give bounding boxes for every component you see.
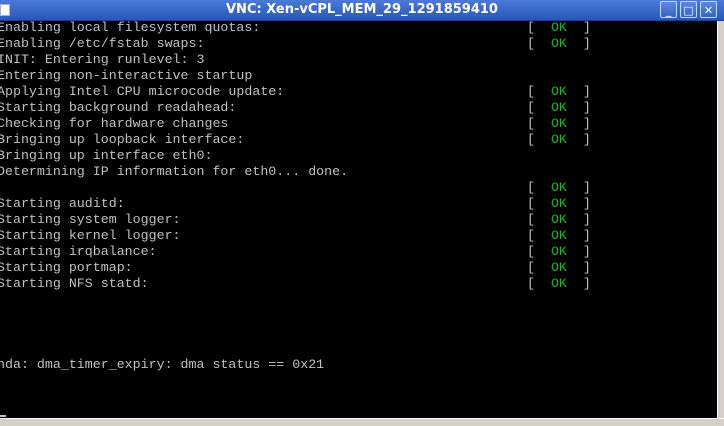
console-line: Starting auditd: [0, 196, 125, 211]
console-line: INIT: Entering runlevel: 3 [0, 52, 205, 67]
window-titlebar[interactable]: VNC: Xen-vCPL_MEM_29_1291859410 _ □ ✕ [0, 0, 724, 21]
status-indicator: [ OK ] [527, 36, 591, 51]
status-ok: OK [550, 196, 567, 211]
status-indicator: [ OK ] [527, 116, 591, 131]
console-line: Enabling /etc/fstab swaps: [0, 36, 205, 51]
window-border-bottom [0, 418, 724, 426]
status-ok: OK [550, 260, 567, 275]
status-ok: OK [550, 21, 567, 35]
console-line: Starting irqbalance: [0, 244, 157, 259]
console-line: Starting kernel logger: [0, 228, 181, 243]
console-line: Starting NFS statd: [0, 276, 149, 291]
status-ok: OK [550, 132, 567, 147]
status-indicator: [ OK ] [527, 132, 591, 147]
console-line: Enabling local filesystem quotas: [0, 21, 261, 35]
minimize-icon: _ [665, 4, 672, 17]
maximize-button[interactable]: □ [680, 1, 697, 18]
status-indicator: [ OK ] [527, 260, 591, 275]
status-ok: OK [550, 36, 567, 51]
status-indicator: [ OK ] [527, 276, 591, 291]
console-line: Entering non-interactive startup [0, 68, 253, 83]
status-indicator: [ OK ] [527, 228, 591, 243]
status-ok: OK [550, 84, 567, 99]
vnc-console[interactable]: nda: dma_timer_expiry: dma status == 0x2… [0, 21, 717, 418]
status-ok: OK [550, 180, 567, 195]
console-line: Starting system logger: [0, 212, 181, 227]
status-ok: OK [550, 116, 567, 131]
window-title: VNC: Xen-vCPL_MEM_29_1291859410 [226, 2, 498, 17]
status-indicator: [ OK ] [527, 100, 591, 115]
text-cursor [0, 415, 6, 417]
status-ok: OK [550, 276, 567, 291]
status-ok: OK [550, 244, 567, 259]
console-line: Bringing up interface eth0: [0, 148, 213, 163]
status-indicator: [ OK ] [527, 212, 591, 227]
minimize-button[interactable]: _ [660, 1, 677, 18]
status-ok: OK [550, 212, 567, 227]
status-ok: OK [550, 100, 567, 115]
close-icon: ✕ [703, 4, 714, 17]
status-ok: OK [550, 228, 567, 243]
console-line: Starting portmap: [0, 260, 133, 275]
console-line: Applying Intel CPU microcode update: [0, 84, 285, 99]
console-line: Starting background readahead: [0, 100, 237, 115]
status-indicator: [ OK ] [527, 180, 591, 195]
status-indicator: [ OK ] [527, 196, 591, 211]
status-indicator: [ OK ] [527, 84, 591, 99]
status-indicator: [ OK ] [527, 244, 591, 259]
window-menu-icon[interactable] [0, 4, 10, 16]
maximize-icon: □ [683, 4, 694, 17]
console-line: Checking for hardware changes [0, 116, 229, 131]
status-indicator: [ OK ] [527, 21, 591, 35]
window-border-right [717, 21, 724, 425]
console-line: Bringing up loopback interface: [0, 132, 245, 147]
close-button[interactable]: ✕ [700, 1, 717, 18]
kernel-message: nda: dma_timer_expiry: dma status == 0x2… [0, 357, 325, 372]
console-line: Determining IP information for eth0... d… [0, 164, 349, 179]
